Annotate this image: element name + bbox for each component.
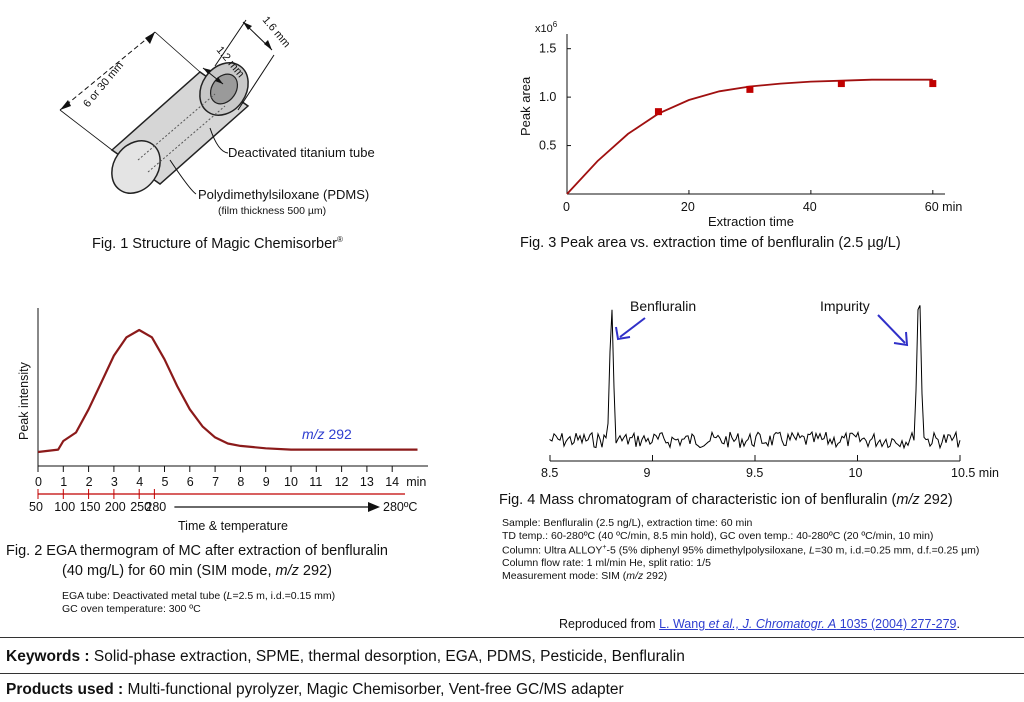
fig2-time-tick-label: 13 xyxy=(360,475,374,489)
fig3-x-tick-label: 20 xyxy=(681,200,695,214)
fig2-temp-arrow-head xyxy=(368,502,380,512)
peak2-label: Impurity xyxy=(820,298,870,314)
fig2-time-tick-label: 8 xyxy=(237,475,244,489)
label-pdms: Polydimethylsiloxane (PDMS) xyxy=(198,187,369,202)
fig2-temp-tick-label: 50 xyxy=(29,500,43,514)
fig2-time-tick-label: 9 xyxy=(263,475,270,489)
fig2-time-tick-label: 1 xyxy=(60,475,67,489)
peak1-arrow xyxy=(615,317,646,341)
fig1-caption: Fig. 1 Structure of Magic Chemisorber® xyxy=(92,235,343,252)
fig3-data-point xyxy=(837,80,845,88)
dim-outer-label: 1.6 mm xyxy=(260,14,293,50)
fig2-time-tick-label: 0 xyxy=(35,475,42,489)
fig2-time-tick-label: 11 xyxy=(309,475,322,489)
fig3-xlabel: Extraction time xyxy=(708,214,794,229)
fig4-chart: Benfluralin Impurity 8.5 9 9.5 10 10.5 min xyxy=(541,298,999,480)
fig2-time-unit: min xyxy=(406,475,426,489)
fig2-time-tick-label: 6 xyxy=(187,475,194,489)
fig2-time-tick-label: 10 xyxy=(284,475,298,489)
fig2-notes: EGA tube: Deactivated metal tube (L=2.5 … xyxy=(62,590,336,615)
fig2-chart: Peak intensity m/z 292 Time & temperatur… xyxy=(17,308,428,533)
fig3-y-tick-label: 1.0 xyxy=(539,90,556,104)
fig4-x-tick-label: 9.5 xyxy=(746,466,763,480)
fig2-time-tick-label: 4 xyxy=(136,475,143,489)
fig3-data-point xyxy=(654,108,662,116)
fig3-x-tick-label: 40 xyxy=(803,200,817,214)
fig2-temp-tick-label: 250 xyxy=(130,500,151,514)
fig3-data-point xyxy=(929,80,937,88)
label-tube: Deactivated titanium tube xyxy=(228,145,375,160)
fig3-y-tick-label: 1.5 xyxy=(539,42,556,56)
fig2-temp-tick-label: 150 xyxy=(80,500,101,514)
peak1-label: Benfluralin xyxy=(630,298,696,314)
fig2-time-tick-label: 12 xyxy=(335,475,349,489)
fig1-diagram: 6 or 30 mm 1.6 mm 1.2 mm Deactivated tit… xyxy=(59,14,375,217)
keywords-row: Keywords : Solid-phase extraction, SPME,… xyxy=(6,648,685,665)
label-film: (film thickness 500 µm) xyxy=(218,205,326,217)
fig3-data-point xyxy=(746,85,754,93)
peak2-arrow xyxy=(877,314,909,347)
fig2-trace xyxy=(37,328,418,454)
fig2-ylabel: Peak intensity xyxy=(17,361,31,440)
reproduced-from: Reproduced from L. Wang et al., J. Chrom… xyxy=(559,617,960,631)
fig4-x-tick-label: 8.5 xyxy=(541,466,558,480)
fig2-time-tick-label: 3 xyxy=(111,475,118,489)
fig3-x-tick-label: 0 xyxy=(563,200,570,214)
fig2-caption: Fig. 2 EGA thermogram of MC after extrac… xyxy=(6,543,388,579)
fig3-caption: Fig. 3 Peak area vs. extraction time of … xyxy=(520,235,901,251)
fig4-x-tick-label: 10.5 min xyxy=(951,466,999,480)
divider-middle xyxy=(0,673,1024,674)
divider-top xyxy=(0,637,1024,638)
fig4-trace xyxy=(549,305,961,450)
fig4-x-tick-label: 10 xyxy=(849,466,863,480)
fig3-ylabel: Peak area xyxy=(518,76,533,136)
fig2-time-tick-label: 7 xyxy=(212,475,219,489)
fig4-x-tick-label: 9 xyxy=(644,466,651,480)
fig4-notes: Sample: Benfluralin (2.5 ng/L), extracti… xyxy=(502,517,980,582)
fig2-trace-label: m/z 292 xyxy=(302,426,352,442)
fig2-temp-tick-label: 280 xyxy=(145,500,166,514)
fig4-caption: Fig. 4 Mass chromatogram of characterist… xyxy=(499,492,953,508)
fig3-y-tick-label: 0.5 xyxy=(539,139,556,153)
fig3-fit-line xyxy=(566,78,933,195)
fig3-x-tick-label: 60 min xyxy=(925,200,963,214)
fig2-time-tick-label: 2 xyxy=(86,475,93,489)
fig2-temp-tick-label: 200 xyxy=(105,500,126,514)
fig2-xlabel: Time & temperature xyxy=(178,519,288,533)
dim-length-line xyxy=(59,31,156,111)
products-row: Products used : Multi-functional pyrolyz… xyxy=(6,681,624,698)
fig2-temp-tick-label: 100 xyxy=(54,500,75,514)
fig2-time-tick-label: 14 xyxy=(385,475,399,489)
fig2-time-tick-label: 5 xyxy=(162,475,169,489)
fig2-temp-end: 280ºC xyxy=(383,500,417,514)
dim-length-label: 6 or 30 mm xyxy=(81,60,126,110)
fig3-chart: x106 Peak area Extraction time 0 20 40 60 m… xyxy=(518,20,963,229)
citation-link[interactable]: L. Wang et al., J. Chromatogr. A 1035 (2… xyxy=(659,617,957,631)
fig3-multiplier: x106 xyxy=(535,20,558,35)
tube-end-front xyxy=(111,140,161,194)
